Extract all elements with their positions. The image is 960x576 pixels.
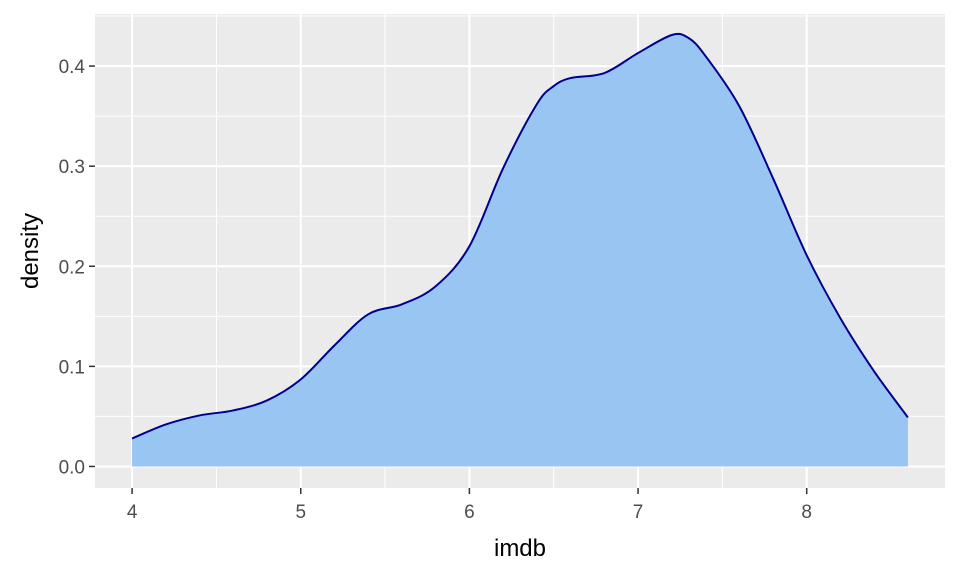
x-tick-label: 8: [801, 502, 812, 523]
x-axis-ticks: 4 5 6 7 8: [127, 488, 812, 523]
y-axis-ticks: 0.0 0.1 0.2 0.3 0.4: [59, 57, 95, 478]
y-axis-title: density: [17, 213, 44, 289]
x-tick-label: 7: [633, 502, 644, 523]
density-line: [131, 32, 909, 440]
x-tick-label: 4: [127, 502, 138, 523]
y-tick-label: 0.1: [59, 357, 85, 378]
x-axis-title: imdb: [494, 535, 546, 562]
x-tick-label: 5: [295, 502, 306, 523]
y-tick-label: 0.4: [59, 57, 86, 78]
x-tick-label: 6: [464, 502, 475, 523]
y-tick-label: 0.0: [59, 457, 85, 478]
density-area: [132, 33, 908, 467]
y-tick-label: 0.3: [59, 157, 85, 178]
y-tick-label: 0.2: [59, 257, 85, 278]
